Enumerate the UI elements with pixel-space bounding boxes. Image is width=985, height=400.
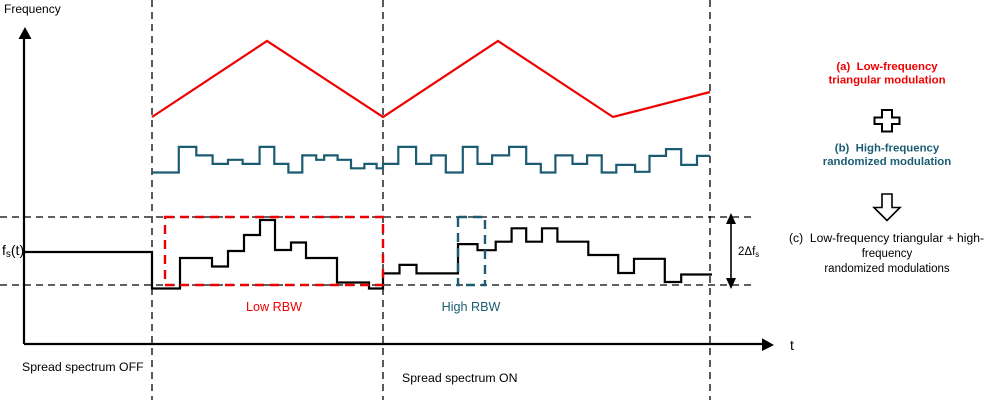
- svg-text:fs(t): fs(t): [2, 242, 24, 260]
- svg-text:randomized modulation: randomized modulation: [823, 156, 952, 168]
- svg-text:Frequency: Frequency: [4, 2, 61, 16]
- svg-text:triangular modulation: triangular modulation: [828, 75, 945, 87]
- svg-text:Low RBW: Low RBW: [246, 300, 302, 314]
- svg-text:High RBW: High RBW: [442, 300, 501, 314]
- svg-text:2Δfs: 2Δfs: [738, 246, 759, 259]
- svg-text:t: t: [790, 337, 794, 353]
- svg-text:(a) Low-frequency: (a) Low-frequency: [836, 61, 938, 73]
- svg-text:randomized modulations: randomized modulations: [824, 263, 950, 275]
- svg-text:Spread spectrum ON: Spread spectrum ON: [402, 371, 518, 385]
- svg-text:Spread spectrum OFF: Spread spectrum OFF: [22, 360, 144, 374]
- svg-text:frequency: frequency: [862, 248, 913, 260]
- svg-text:(b) High-frequency: (b) High-frequency: [835, 143, 940, 155]
- svg-text:(c) Low-frequency triangular: (c) Low-frequency triangular + high-: [789, 233, 984, 245]
